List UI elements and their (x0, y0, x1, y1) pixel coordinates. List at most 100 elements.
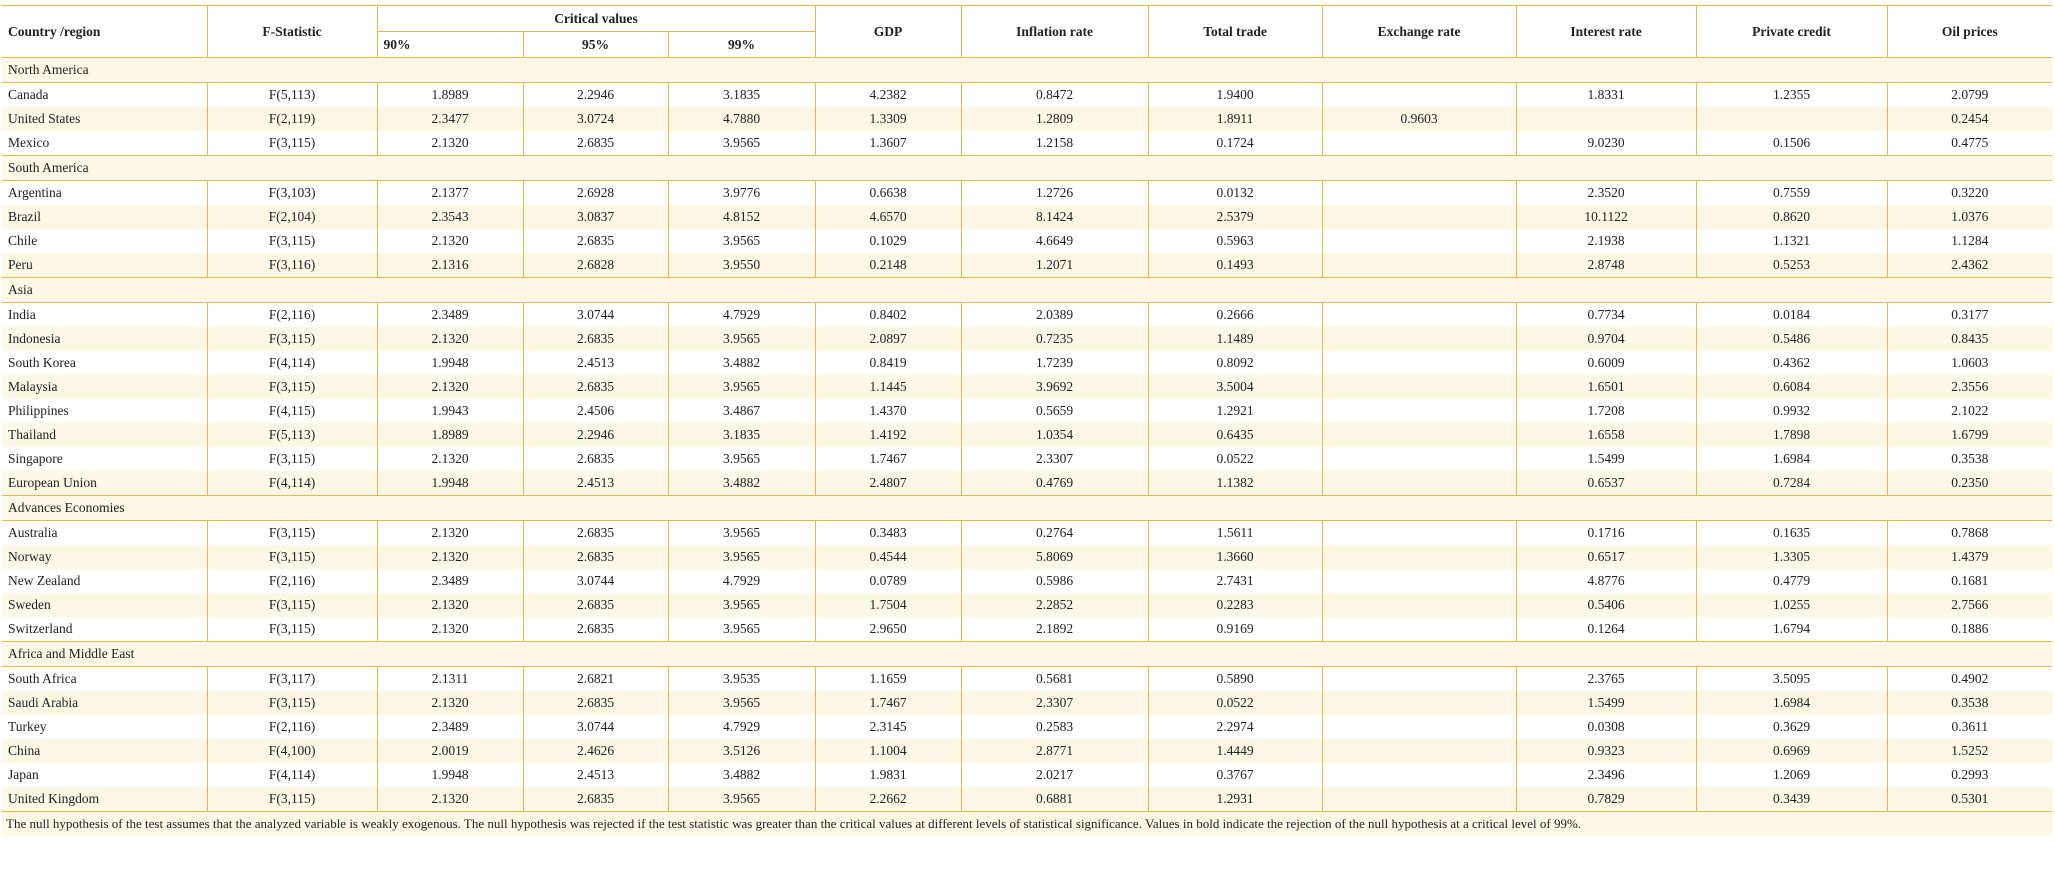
cell: 0.7284 (1695, 471, 1888, 496)
section-row: Asia (2, 277, 2053, 303)
cell: 3.0744 (522, 569, 668, 593)
cell: 2.1311 (376, 666, 523, 691)
cell: 8.1424 (960, 205, 1149, 229)
cell: 1.8911 (1147, 107, 1323, 131)
cell: 1.1004 (814, 739, 962, 763)
cell: 2.9650 (814, 617, 962, 642)
cell: 2.1320 (376, 593, 523, 617)
cell: 3.9565 (667, 545, 816, 569)
cell: 1.9948 (376, 763, 523, 787)
header-row: Country /region F-Statistic Critical value… (2, 5, 2053, 58)
cell: 3.9565 (667, 447, 816, 471)
cell: 2.8771 (960, 739, 1149, 763)
empty-cell (1321, 399, 1517, 423)
cell: 2.1320 (376, 447, 523, 471)
cell: 3.4882 (667, 351, 816, 375)
cell: 2.2946 (522, 423, 668, 447)
data-row: Brazil F(2,104) 2.3543 3.0837 4.8152 4.6570 8.… (2, 205, 2053, 229)
cell: 0.0789 (814, 569, 962, 593)
empty-cell (1321, 471, 1517, 496)
cell: 3.0724 (522, 107, 668, 131)
row-label: Singapore (8, 451, 63, 466)
cell: 0.3767 (1147, 763, 1323, 787)
cell: 2.5379 (1147, 205, 1323, 229)
cell: 2.0019 (376, 739, 523, 763)
data-row: Saudi Arabia F(3,115) 2.1320 2.6835 3.9565 1.… (2, 691, 2053, 715)
column-header: GDP (814, 5, 962, 58)
cell: F(4,115) (206, 399, 377, 423)
cell: 0.2583 (960, 715, 1149, 739)
column-header: Country /region (2, 5, 207, 58)
table-body: North America Canada F(5,113) 1.8989 2.2946 3… (2, 57, 2053, 811)
cell: 0.3538 (1886, 447, 2053, 471)
cell: 0.8472 (960, 82, 1149, 107)
row-label: Argentina (8, 185, 62, 200)
cell: 0.4902 (1886, 666, 2053, 691)
cell: 2.0897 (814, 327, 962, 351)
cell: F(3,115) (206, 229, 377, 253)
cell: 3.5095 (1695, 666, 1888, 691)
cell: 1.2069 (1695, 763, 1888, 787)
cell: 2.7566 (1886, 593, 2053, 617)
cell: F(3,115) (206, 447, 377, 471)
cell: 1.4370 (814, 399, 962, 423)
empty-cell (1321, 763, 1517, 787)
cell: F(3,115) (206, 691, 377, 715)
cell: 3.0744 (522, 302, 668, 327)
cell: 1.4192 (814, 423, 962, 447)
cell: 3.9776 (667, 180, 816, 205)
column-header: Private credit (1695, 5, 1888, 58)
cell: 1.9943 (376, 399, 523, 423)
cell: 2.4362 (1886, 253, 2053, 278)
cell: 1.6984 (1695, 447, 1888, 471)
row-label: Sweden (2, 593, 207, 617)
empty-cell (1321, 229, 1517, 253)
cell: 0.6009 (1515, 351, 1697, 375)
data-row: Sweden F(3,115) 2.1320 2.6835 3.9565 1.7504 2.… (2, 593, 2053, 617)
cell: 0.6084 (1695, 375, 1888, 399)
cell: 2.6835 (522, 691, 668, 715)
cell: 1.8989 (376, 423, 523, 447)
section-row: South America (2, 155, 2053, 181)
cell: 1.6794 (1695, 617, 1888, 642)
cell: F(3,115) (206, 327, 377, 351)
cell: 0.0522 (1147, 691, 1323, 715)
column-group-header: Critical values (376, 5, 816, 32)
cell: 2.4506 (522, 399, 668, 423)
section-name: Advances Economies (2, 495, 2053, 521)
cell: 4.2382 (814, 82, 962, 107)
cell: 1.6984 (1695, 691, 1888, 715)
cell: 2.4807 (814, 471, 962, 496)
cell: 3.0744 (522, 715, 668, 739)
cell: 0.3629 (1695, 715, 1888, 739)
cell: 0.5486 (1695, 327, 1888, 351)
cell: 3.4882 (667, 471, 816, 496)
cell: 1.3607 (814, 131, 962, 156)
cell: 0.3538 (1886, 691, 2053, 715)
cell: 3.9565 (667, 617, 816, 642)
cell: 0.8092 (1147, 351, 1323, 375)
cell: 9.0230 (1515, 131, 1697, 156)
cell: 3.9565 (667, 131, 816, 156)
cell: 0.1029 (814, 229, 962, 253)
cell: 3.1835 (667, 82, 816, 107)
cell: 1.0603 (1886, 351, 2053, 375)
cell: 3.9565 (667, 520, 816, 545)
cell: 0.1264 (1515, 617, 1697, 642)
cell: 2.1938 (1515, 229, 1697, 253)
section-name: Africa and Middle East (2, 641, 2053, 667)
cell: 1.9948 (376, 471, 523, 496)
empty-cell (1321, 569, 1517, 593)
cell: 0.3177 (1886, 302, 2053, 327)
cell: 1.2931 (1147, 787, 1323, 811)
data-row: Singapore F(3,115) 2.1320 2.6835 3.9565 1.746… (2, 447, 2053, 471)
cell: 0.9932 (1695, 399, 1888, 423)
row-label: China (2, 739, 207, 763)
cell: 1.3305 (1695, 545, 1888, 569)
cell: 1.9948 (376, 351, 523, 375)
cell: 1.4449 (1147, 739, 1323, 763)
row-label: South Africa (8, 671, 77, 686)
cell: 3.9550 (667, 253, 816, 278)
row-label: New Zealand (8, 573, 81, 588)
cell: 2.3520 (1515, 180, 1697, 205)
